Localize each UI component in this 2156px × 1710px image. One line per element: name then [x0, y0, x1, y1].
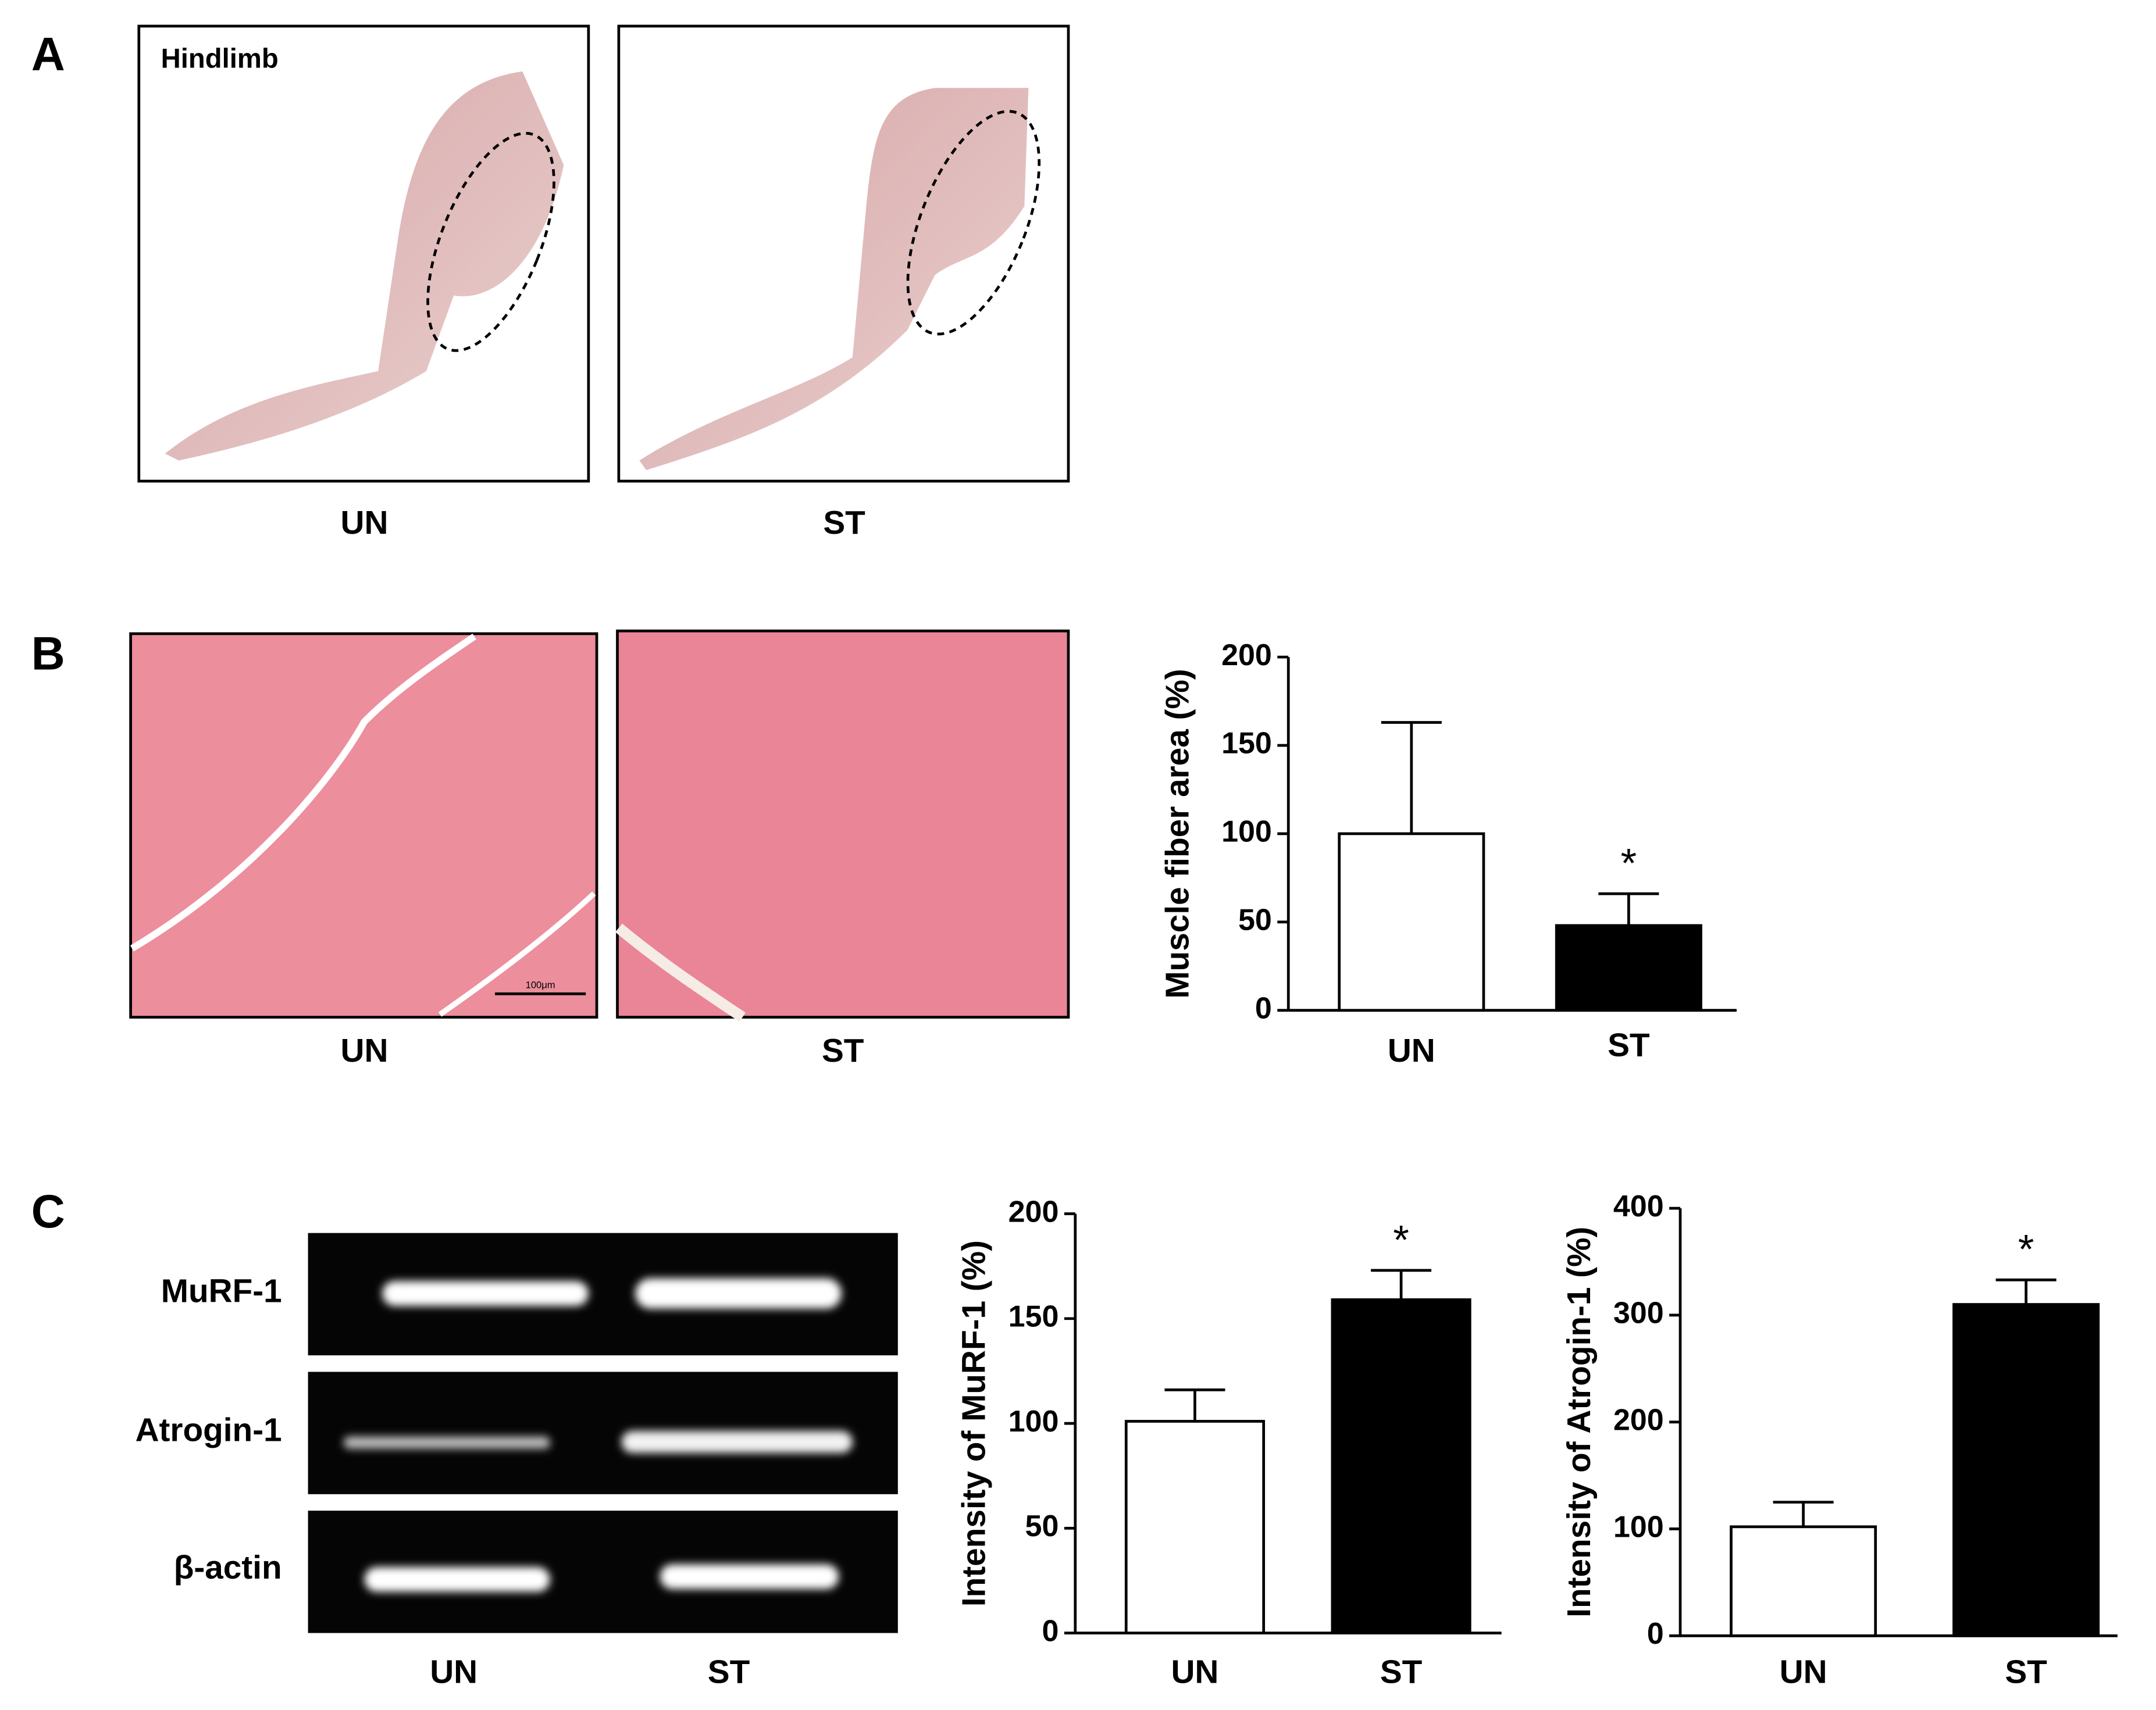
y-tick-label: 200 — [1008, 1195, 1059, 1229]
y-tick-label: 100 — [1221, 815, 1272, 849]
bar — [1555, 924, 1702, 1012]
significance-mark: * — [1393, 1217, 1409, 1263]
scale-bar-label: 100μm — [526, 979, 555, 990]
y-tick-label: 300 — [1613, 1297, 1664, 1330]
panel-label: A — [31, 28, 65, 81]
x-tick-label: UN — [1171, 1654, 1218, 1691]
x-tick-label: UN — [1780, 1654, 1827, 1691]
gel-band — [382, 1281, 589, 1306]
y-tick-label: 100 — [1613, 1510, 1664, 1544]
x-tick-label: ST — [1608, 1027, 1650, 1063]
bar — [1952, 1303, 2100, 1637]
y-tick-label: 0 — [1255, 991, 1272, 1025]
panel-label: B — [31, 627, 65, 680]
bar — [1730, 1525, 1877, 1637]
y-tick-label: 100 — [1008, 1405, 1059, 1438]
x-tick-label: ST — [1380, 1654, 1423, 1691]
significance-mark: * — [1621, 841, 1637, 887]
gel-band — [344, 1436, 550, 1449]
bar — [1338, 832, 1485, 1012]
gene-label: β-actin — [174, 1550, 282, 1586]
y-tick-label: 150 — [1221, 727, 1272, 761]
group-label: UN — [341, 505, 389, 541]
y-axis-label: Intensity of MuRF-1 (%) — [956, 1240, 993, 1607]
tissue-crack — [615, 923, 746, 1022]
bar — [1124, 1420, 1266, 1634]
y-axis-label: Intensity of Atrogin-1 (%) — [1561, 1227, 1598, 1618]
significance-mark: * — [2018, 1227, 2034, 1273]
region-ellipse — [906, 110, 1041, 335]
y-tick-label: 150 — [1008, 1300, 1059, 1334]
bar — [1331, 1298, 1471, 1634]
limb-photo — [639, 88, 1029, 470]
group-label: UN — [430, 1654, 477, 1691]
group-label: ST — [708, 1654, 750, 1691]
tissue-crack — [130, 633, 476, 952]
y-tick-label: 0 — [1042, 1614, 1059, 1648]
tissue-crack — [438, 891, 596, 1017]
gene-label: MuRF-1 — [161, 1273, 282, 1310]
gel-band — [635, 1278, 842, 1309]
histology-photo — [129, 632, 598, 1019]
panel-label: C — [31, 1186, 65, 1238]
group-label: UN — [341, 1033, 389, 1069]
group-label: ST — [822, 1033, 864, 1069]
gel-band — [660, 1564, 839, 1589]
y-tick-label: 50 — [1238, 903, 1272, 937]
group-label: ST — [823, 505, 865, 541]
y-tick-label: 200 — [1613, 1403, 1664, 1437]
y-axis-label: Muscle fiber area (%) — [1159, 669, 1196, 998]
x-tick-label: UN — [1388, 1033, 1435, 1069]
x-tick-label: ST — [2005, 1654, 2047, 1691]
gel-band — [364, 1567, 550, 1592]
y-tick-label: 400 — [1613, 1190, 1664, 1223]
gel-band — [621, 1431, 853, 1453]
limb-photo — [165, 71, 564, 460]
y-tick-label: 0 — [1647, 1617, 1664, 1651]
histology-photo — [616, 629, 1070, 1019]
inset-label: Hindlimb — [161, 44, 279, 74]
gene-label: Atrogin-1 — [136, 1412, 282, 1448]
y-tick-label: 50 — [1025, 1509, 1059, 1543]
y-tick-label: 200 — [1221, 638, 1272, 672]
